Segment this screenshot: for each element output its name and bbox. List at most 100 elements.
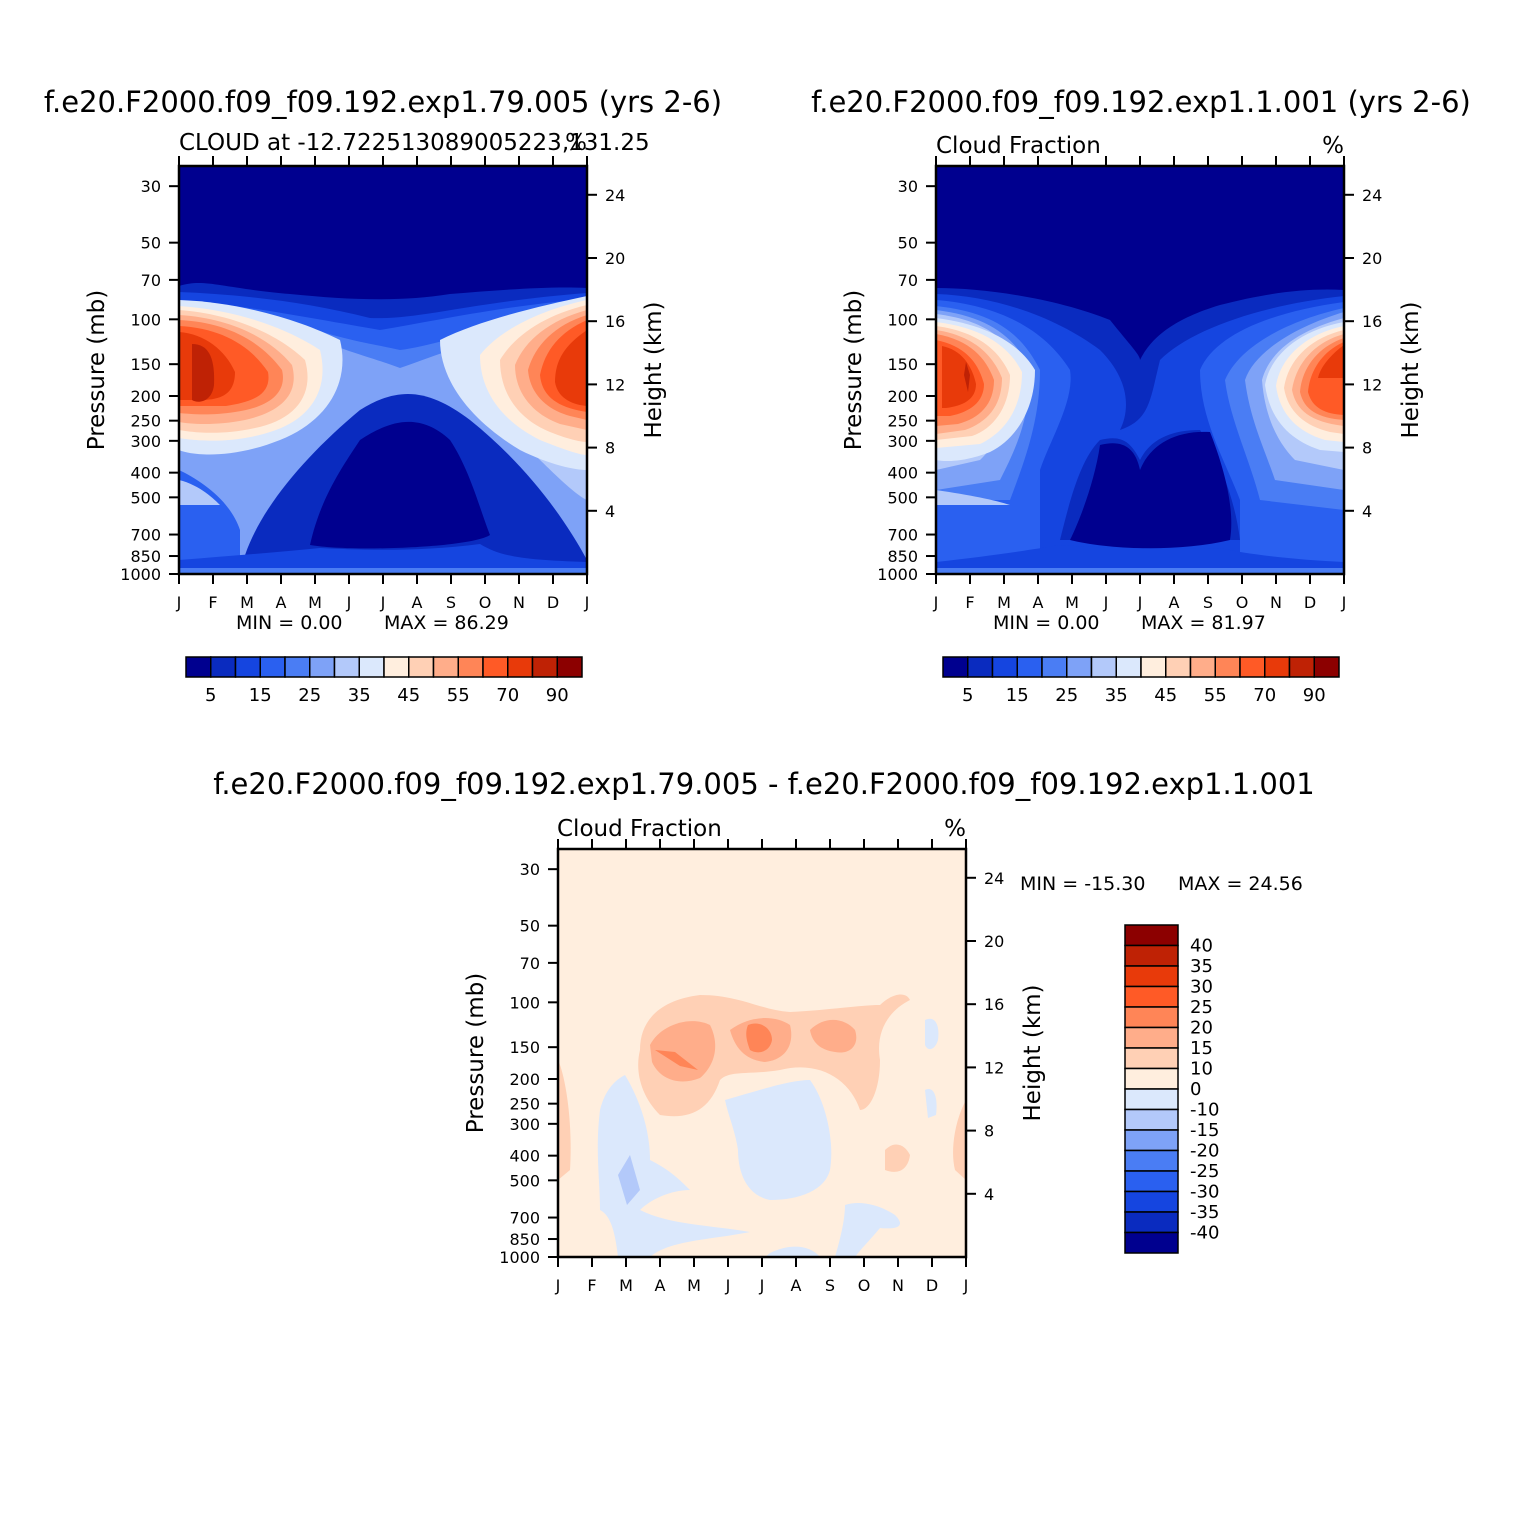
colorbar-swatch	[1124, 965, 1179, 988]
colorbar-swatch	[1288, 656, 1315, 678]
x-tick-label: M	[240, 593, 254, 612]
colorbar-swatch	[1124, 944, 1179, 967]
colorbar-swatch	[1140, 656, 1167, 678]
panel-2-min: MIN = 0.00	[993, 612, 1100, 634]
x-tick-label: A	[1033, 593, 1044, 612]
x-tick-label: D	[926, 1276, 938, 1295]
panel-2-ylabel-left: Pressure (mb)	[841, 290, 867, 450]
x-tick-label: A	[276, 593, 287, 612]
x-tick-label: N	[892, 1276, 904, 1295]
x-tick-label: A	[655, 1276, 666, 1295]
y-tick-label-height: 4	[605, 502, 615, 521]
colorbar-swatch	[1124, 1026, 1179, 1049]
colorbar-swatch	[1124, 985, 1179, 1008]
colorbar-label: -25	[1190, 1161, 1219, 1182]
colorbar-label: 15	[1190, 1038, 1213, 1059]
x-tick-label: F	[965, 593, 974, 612]
colorbar-label: 0	[1190, 1079, 1201, 1100]
colorbar-swatch	[1041, 656, 1068, 678]
panel-2: f.e20.F2000.f09_f09.192.exp1.1.001 (yrs …	[811, 85, 1471, 706]
colorbar-swatch	[259, 656, 286, 678]
y-tick-label-height: 8	[1362, 439, 1372, 458]
colorbar-label: 35	[1190, 956, 1213, 977]
panel-2-max: MAX = 81.97	[1141, 612, 1266, 634]
colorbar-swatch	[1124, 1067, 1179, 1090]
panel-3-title: f.e20.F2000.f09_f09.192.exp1.79.005 - f.…	[213, 767, 1315, 801]
x-tick-label: A	[791, 1276, 802, 1295]
colorbar-label: 55	[447, 685, 470, 706]
y-tick-label-pressure: 150	[509, 1038, 540, 1057]
panel-1-units: %	[565, 130, 587, 156]
x-tick-label: J	[725, 1276, 731, 1295]
y-tick-label-pressure: 700	[509, 1209, 540, 1228]
x-tick-label: M	[997, 593, 1011, 612]
colorbar-swatch	[234, 656, 261, 678]
y-tick-label-pressure: 100	[887, 310, 918, 329]
x-tick-label: J	[555, 1276, 561, 1295]
y-tick-label-height: 16	[1362, 312, 1382, 331]
colorbar-swatch	[1124, 1088, 1179, 1111]
colorbar-swatch	[1165, 656, 1192, 678]
x-tick-label: J	[1103, 593, 1109, 612]
y-tick-label-pressure: 850	[887, 547, 918, 566]
x-tick-label: A	[412, 593, 423, 612]
colorbar-label: -35	[1190, 1202, 1219, 1223]
panel-2-subtitle: Cloud Fraction	[936, 133, 1101, 159]
colorbar-swatch	[1124, 1006, 1179, 1029]
colorbar-swatch	[1239, 656, 1266, 678]
colorbar-label: 15	[249, 685, 272, 706]
y-tick-label-pressure: 200	[509, 1070, 540, 1089]
y-tick-label-pressure: 400	[887, 464, 918, 483]
x-tick-label: J	[346, 593, 352, 612]
colorbar-swatch	[1124, 1108, 1179, 1131]
colorbar-label: -10	[1190, 1100, 1219, 1121]
x-tick-label: F	[208, 593, 217, 612]
panel-1: f.e20.F2000.f09_f09.192.exp1.79.005 (yrs…	[44, 85, 722, 706]
x-tick-label: M	[308, 593, 322, 612]
x-tick-label: J	[1341, 593, 1347, 612]
colorbar-label: 25	[298, 685, 321, 706]
x-tick-label: N	[513, 593, 525, 612]
x-tick-label: J	[176, 593, 182, 612]
colorbar-swatch	[284, 656, 311, 678]
y-tick-label-pressure: 1000	[877, 565, 918, 584]
y-tick-label-pressure: 850	[509, 1230, 540, 1249]
colorbar-swatch	[457, 656, 484, 678]
panel-3-ylabel-right: Height (km)	[1020, 984, 1046, 1121]
x-tick-label: J	[584, 593, 590, 612]
x-tick-label: J	[1137, 593, 1143, 612]
colorbar-label: 45	[1154, 685, 1177, 706]
colorbar-label: 20	[1190, 1018, 1213, 1039]
y-tick-label-pressure: 70	[898, 271, 918, 290]
y-tick-label-pressure: 250	[887, 412, 918, 431]
x-tick-label: M	[687, 1276, 701, 1295]
y-tick-label-height: 12	[605, 375, 625, 394]
x-tick-label: J	[380, 593, 386, 612]
panel-2-units: %	[1322, 133, 1344, 159]
y-tick-label-pressure: 300	[130, 432, 161, 451]
y-tick-label-pressure: 150	[887, 355, 918, 374]
panel-3-contour-field	[558, 849, 966, 1257]
colorbar-swatch	[1066, 656, 1093, 678]
colorbar-label: -30	[1190, 1182, 1219, 1203]
y-tick-label-height: 24	[1362, 186, 1382, 205]
y-tick-label-pressure: 50	[898, 234, 918, 253]
colorbar-swatch	[531, 656, 558, 678]
x-tick-label: F	[587, 1276, 596, 1295]
colorbar-label: 5	[205, 685, 216, 706]
colorbar-label: 10	[1190, 1059, 1213, 1080]
panel-1-colorbar: 5 15 25 35 45 55 70 90	[185, 656, 583, 706]
panel-3-units: %	[944, 816, 966, 842]
x-tick-label: S	[446, 593, 456, 612]
colorbar-swatch	[358, 656, 385, 678]
x-tick-label: J	[963, 1276, 969, 1295]
panel-1-title: f.e20.F2000.f09_f09.192.exp1.79.005 (yrs…	[44, 85, 722, 119]
panel-1-ylabel-right: Height (km)	[641, 301, 667, 438]
colorbar-label: 15	[1006, 685, 1029, 706]
x-tick-label: D	[547, 593, 559, 612]
x-tick-label: O	[479, 593, 492, 612]
colorbar-swatch	[1124, 1170, 1179, 1193]
panel-3-subtitle: Cloud Fraction	[557, 816, 722, 842]
